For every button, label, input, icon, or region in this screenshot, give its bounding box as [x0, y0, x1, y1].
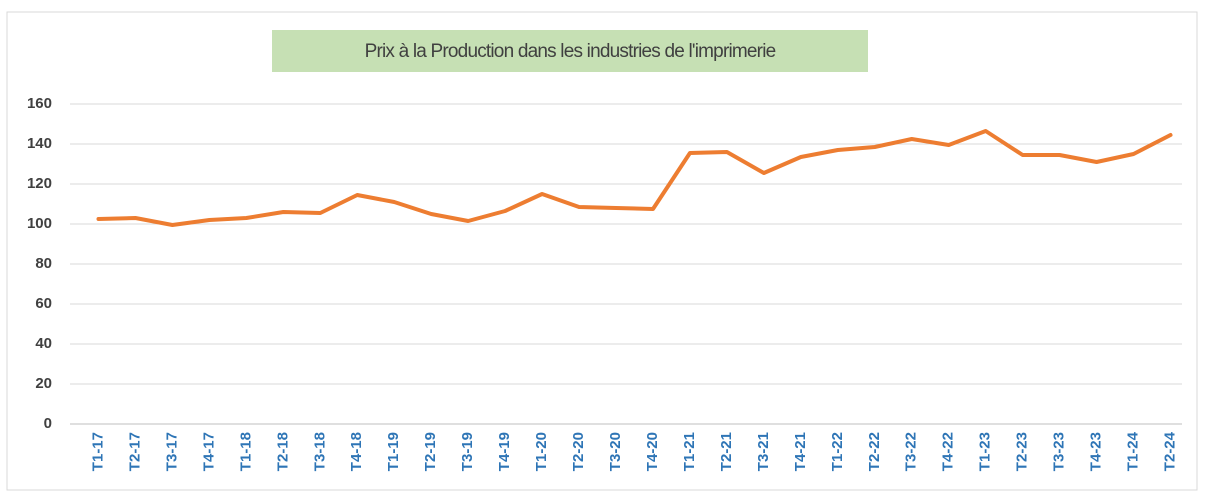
chart-frame — [6, 11, 1198, 491]
x-tick-label: T4-22 — [940, 432, 957, 471]
x-tick-label: T4-17 — [200, 432, 217, 471]
x-tick-label: T2-18 — [274, 432, 291, 471]
y-tick-label: 40 — [35, 335, 52, 352]
x-tick-label: T4-18 — [348, 432, 365, 471]
x-tick-label: T3-20 — [607, 432, 624, 471]
x-tick-label: T3-23 — [1051, 432, 1068, 471]
x-tick-label: T1-22 — [829, 432, 846, 471]
x-tick-label: T1-18 — [237, 432, 254, 471]
x-tick-label: T2-23 — [1014, 432, 1031, 471]
title-box — [272, 30, 868, 72]
x-tick-label: T4-20 — [644, 432, 661, 471]
x-tick-label: T1-19 — [385, 432, 402, 471]
x-tick-label: T4-19 — [496, 432, 513, 471]
x-tick-label: T1-24 — [1125, 431, 1142, 471]
x-tick-label: T3-17 — [163, 432, 180, 471]
x-tick-label: T3-22 — [903, 432, 920, 471]
x-tick-label: T2-19 — [422, 432, 439, 471]
x-tick-label: T2-24 — [1161, 431, 1178, 471]
y-tick-label: 0 — [44, 415, 52, 432]
x-tick-label: T3-18 — [311, 432, 328, 471]
x-tick-label: T3-21 — [755, 432, 772, 471]
x-tick-label: T4-23 — [1088, 432, 1105, 471]
y-tick-label: 120 — [27, 175, 52, 192]
x-tick-label: T2-22 — [866, 432, 883, 471]
x-tick-label: T2-17 — [126, 432, 143, 471]
y-tick-label: 60 — [35, 295, 52, 312]
y-tick-label: 160 — [27, 95, 52, 112]
y-tick-label: 80 — [35, 255, 52, 272]
x-tick-label: T1-23 — [977, 432, 994, 471]
x-tick-label: T4-21 — [792, 432, 809, 471]
y-tick-label: 20 — [35, 375, 52, 392]
x-tick-label: T2-20 — [570, 432, 587, 471]
y-tick-label: 100 — [27, 215, 52, 232]
chart-title: Prix à la Production dans les industries… — [365, 41, 776, 62]
x-tick-label: T1-21 — [681, 432, 698, 471]
x-tick-label: T2-21 — [718, 432, 735, 471]
data-line — [96, 129, 1173, 227]
x-tick-label: T1-17 — [89, 432, 106, 471]
y-tick-label: 140 — [27, 135, 52, 152]
x-tick-label: T3-19 — [459, 432, 476, 471]
x-tick-label: T1-20 — [533, 432, 550, 471]
